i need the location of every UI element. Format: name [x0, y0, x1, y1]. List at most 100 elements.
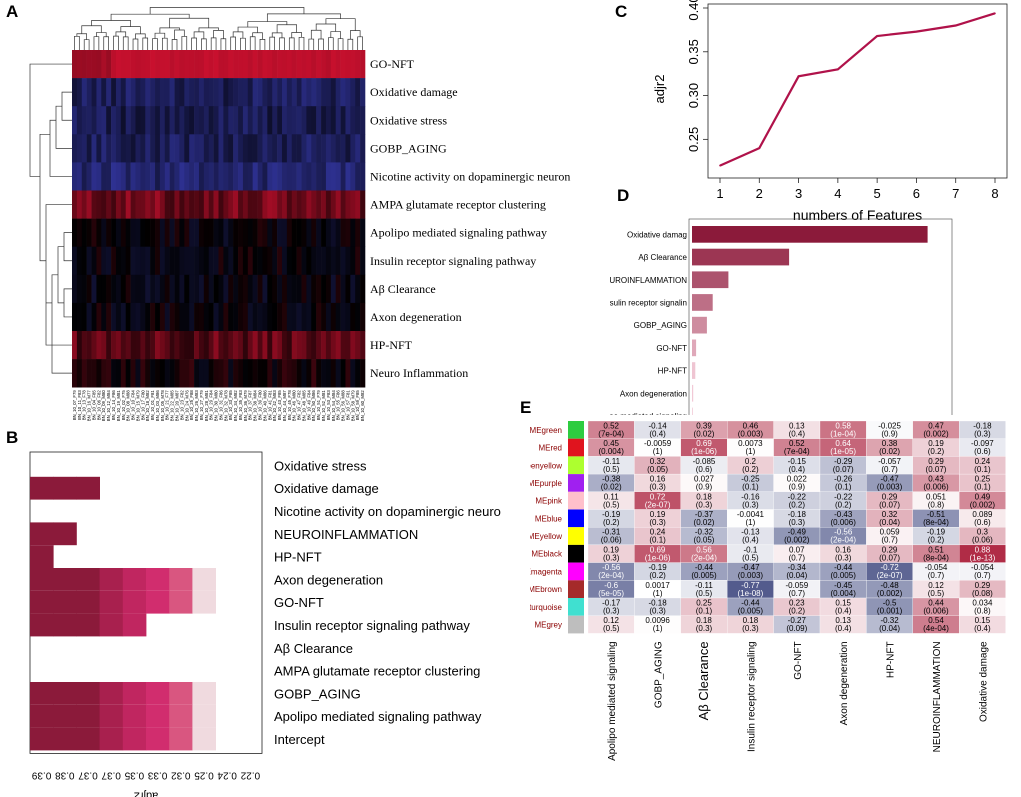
heatmap-cell — [145, 274, 151, 304]
column-label: BN_10_26_M83 — [194, 390, 199, 422]
heatmap-cell — [101, 50, 107, 79]
heatmap-cell — [306, 190, 312, 219]
heatmap-cell — [140, 134, 146, 163]
heatmap-cell — [81, 246, 87, 276]
category-label: HP-NFT — [658, 367, 687, 376]
heatmap-cell — [189, 302, 195, 332]
heatmap-cell — [169, 106, 175, 135]
heatmap-cell — [311, 134, 317, 163]
column-label: BN_10_37_F87 — [248, 390, 253, 421]
heatmap-cell — [330, 246, 336, 276]
correlation-value: -0.1 — [744, 545, 758, 554]
correlation-value: 0.2 — [745, 457, 757, 466]
heatmap-cell — [115, 246, 122, 276]
p-value: (1) — [653, 447, 663, 456]
heatmap-cell — [189, 134, 195, 163]
column-label: BN_10_46_M80 — [292, 390, 297, 422]
heatmap-cell — [247, 50, 253, 79]
heatmap-cell — [159, 106, 166, 135]
heatmap-cell — [306, 134, 312, 163]
heatmap-cell — [125, 190, 131, 219]
heatmap-cell — [155, 134, 161, 163]
p-value: (0.3) — [974, 430, 991, 439]
correlation-value: 0.69 — [650, 545, 666, 554]
x-tick-label: 8 — [991, 186, 998, 201]
selection-tile — [169, 590, 193, 614]
heatmap-cell — [350, 106, 356, 135]
p-value: (0.2) — [789, 500, 806, 509]
p-value: (0.006) — [923, 607, 949, 616]
p-value: (0.08) — [972, 589, 993, 598]
heatmap-cell — [213, 78, 219, 107]
correlation-value: 0.32 — [650, 457, 666, 466]
heatmap-cell — [164, 274, 170, 304]
p-value: (1) — [653, 624, 663, 633]
column-label: BN_10_24_M76 — [184, 390, 189, 422]
heatmap-cell — [311, 50, 317, 79]
heatmap-cell — [86, 190, 92, 219]
heatmap-cell — [311, 359, 317, 388]
p-value: (0.02) — [694, 518, 715, 527]
heatmap-cell — [228, 274, 234, 304]
data-point — [837, 68, 839, 71]
correlation-value: 0.38 — [882, 439, 898, 448]
heatmap-cell — [208, 134, 214, 163]
heatmap-cell — [345, 246, 351, 276]
heatmap-cell — [355, 134, 361, 163]
heatmap-cell — [350, 274, 356, 304]
heatmap-cell — [184, 50, 190, 79]
heatmap-cell — [96, 274, 102, 304]
heatmap-cell — [301, 359, 307, 388]
heatmap-cell — [335, 218, 341, 247]
correlation-value: -0.31 — [602, 528, 621, 537]
p-value: (0.003) — [738, 430, 764, 439]
heatmap-cell — [115, 302, 122, 332]
column-label: BN_10_05_M78 — [160, 390, 165, 422]
column-label: BN_10_41_F81 — [267, 390, 272, 421]
heatmap-cell — [106, 50, 112, 79]
heatmap-cell — [125, 134, 131, 163]
heatmap-cell — [198, 134, 205, 163]
heatmap-cell — [350, 246, 356, 276]
heatmap-cell — [189, 162, 195, 191]
p-value: (1) — [653, 589, 663, 598]
heatmap-cell — [321, 190, 327, 219]
column-label: BN_10_30_M80 — [214, 390, 219, 422]
selection-tile — [30, 476, 54, 500]
heatmap-cell — [115, 274, 122, 304]
heatmap-cell — [277, 106, 283, 135]
heatmap-cell — [257, 190, 263, 219]
heatmap-cell — [96, 302, 102, 332]
column-label: BN_10_10_F84 — [131, 390, 136, 421]
p-value: (0.4) — [974, 624, 991, 633]
heatmap-cell — [169, 190, 175, 219]
heatmap-cell — [189, 78, 195, 107]
correlation-value: -0.11 — [695, 581, 713, 590]
selection-tile — [76, 590, 100, 614]
heatmap-cell — [247, 106, 253, 135]
column-label: Insulin receptor signaling — [746, 641, 757, 752]
column-label: BN_10_02_F75 — [121, 390, 126, 421]
frame-c — [707, 3, 1008, 179]
p-value: (0.6) — [974, 447, 991, 456]
p-value: (0.9) — [696, 483, 713, 492]
x-tick-label: 3 — [795, 186, 802, 201]
heatmap-cell — [291, 134, 297, 163]
heatmap-cell — [208, 106, 214, 135]
heatmap-cell — [115, 134, 122, 163]
heatmap-cell — [203, 50, 210, 79]
row-label: Axon degeneration — [274, 572, 383, 587]
heatmap-cell — [91, 359, 97, 388]
correlation-value: 0.32 — [882, 510, 898, 519]
heatmap-cell — [350, 359, 356, 388]
heatmap-cell — [291, 331, 297, 360]
heatmap-cell — [340, 331, 346, 360]
heatmap-cell — [179, 50, 185, 79]
correlation-value: -0.14 — [648, 422, 667, 431]
heatmap-cell — [213, 302, 219, 332]
heatmap-cell — [159, 50, 166, 79]
heatmap-cell — [247, 359, 253, 388]
correlation-value: 0.19 — [603, 545, 619, 554]
heatmap-cell — [238, 359, 244, 388]
heatmap-cell — [345, 134, 351, 163]
